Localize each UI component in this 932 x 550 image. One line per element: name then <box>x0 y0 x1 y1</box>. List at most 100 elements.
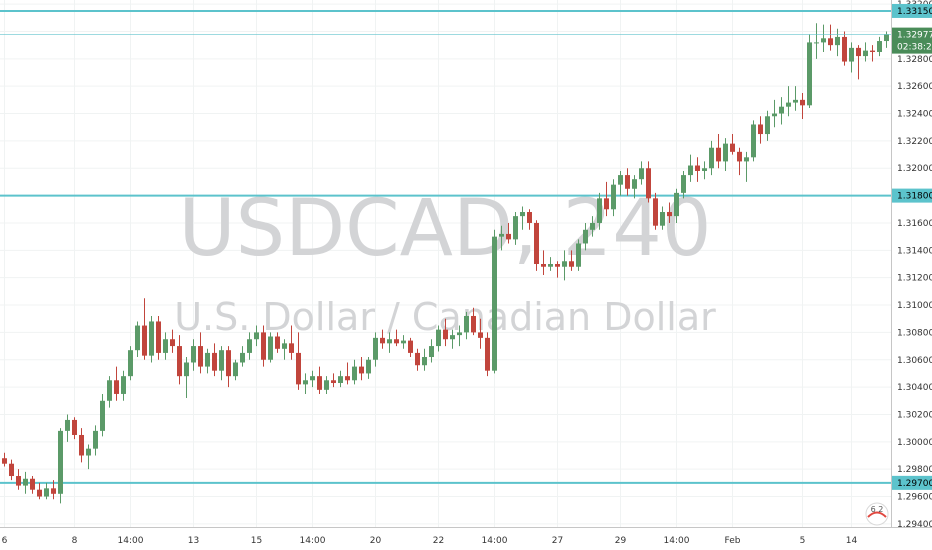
candle-body <box>387 339 392 344</box>
price-tick-label: 1.29800 <box>897 465 932 475</box>
candle-body <box>870 50 875 52</box>
candle-body <box>177 346 182 377</box>
candle-body <box>142 325 147 356</box>
candle-body <box>240 352 245 363</box>
candle-body <box>485 337 490 371</box>
candle-body <box>401 340 406 344</box>
candle-body <box>639 168 644 180</box>
candle-body <box>16 476 21 486</box>
candle-body <box>800 99 805 106</box>
candle-body <box>786 102 791 107</box>
last-price-tag-label: 1.32977 <box>897 31 932 41</box>
time-axis[interactable]: 6 8 14:00 13 15 14:00 20 22 14:00 27 29 14:00 Feb 5 14 <box>2 536 858 546</box>
candle-body <box>303 380 308 385</box>
candle-body <box>730 143 735 152</box>
level-price-tag-label: 1.31800 <box>897 192 932 202</box>
candle-body <box>345 376 350 381</box>
candle-body <box>590 222 595 230</box>
candle-body <box>149 321 154 356</box>
candle-body <box>100 400 105 431</box>
horizontal-levels[interactable] <box>0 9 891 484</box>
price-tick-label: 1.32200 <box>897 137 932 147</box>
candle-body <box>716 147 721 162</box>
candle-body <box>660 212 665 226</box>
candle-body <box>86 448 91 456</box>
price-tick-label: 1.31000 <box>897 301 932 311</box>
candle-body <box>478 332 483 338</box>
candle-body <box>807 42 812 106</box>
candle-body <box>884 34 889 42</box>
candle-body <box>51 488 56 494</box>
candle-body <box>779 106 784 114</box>
candle-body <box>583 229 588 244</box>
candle-body <box>842 36 847 62</box>
candle-body <box>758 124 763 135</box>
candle-body <box>835 36 840 46</box>
candle-body <box>611 184 616 210</box>
candle-body <box>422 357 427 366</box>
candle-body <box>632 179 637 189</box>
candle-body <box>513 216 518 240</box>
time-tick-label: 14:00 <box>300 536 326 546</box>
candle-body <box>765 116 770 135</box>
candle-body <box>744 157 749 162</box>
candle-body <box>492 236 497 371</box>
candle-body <box>198 346 203 367</box>
candle-body <box>457 332 462 336</box>
candle-body <box>282 343 287 349</box>
level-price-tag-label: 1.29700 <box>897 479 932 489</box>
candle-body <box>9 463 14 477</box>
time-tick-label: 6 <box>2 536 8 546</box>
candle-body <box>226 350 231 377</box>
candle-body <box>814 42 819 44</box>
candle-body <box>184 362 189 377</box>
candle-body <box>793 99 798 103</box>
candle-body <box>219 350 224 371</box>
candle-body <box>534 222 539 264</box>
candle-body <box>772 113 777 117</box>
candle-body <box>737 151 742 162</box>
candlestick-series <box>2 23 889 504</box>
candle-body <box>646 168 651 199</box>
candle-body <box>366 359 371 374</box>
price-tick-label: 1.30200 <box>897 410 932 420</box>
candle-body <box>156 321 161 353</box>
candle-body <box>296 352 301 385</box>
candle-body <box>555 264 560 267</box>
candle-body <box>695 165 700 171</box>
last-price-tag <box>892 27 932 54</box>
candle-body <box>275 336 280 349</box>
candle-body <box>44 488 49 497</box>
candle-body <box>128 350 133 377</box>
price-tick-label: 1.31600 <box>897 219 932 229</box>
candle-body <box>856 47 861 57</box>
candle-body <box>597 198 602 223</box>
tradingview-logo-icon[interactable]: 6 2 <box>865 502 889 526</box>
price-tick-label: 1.30800 <box>897 328 932 338</box>
candle-body <box>408 340 413 353</box>
candle-body <box>191 346 196 363</box>
time-tick-label: 14:00 <box>664 536 690 546</box>
time-tick-label: 22 <box>433 536 444 546</box>
axis-label-mask <box>892 52 932 63</box>
candle-body <box>338 376 343 384</box>
time-tick-label: 15 <box>251 536 262 546</box>
price-tick-label: 1.30600 <box>897 356 932 366</box>
price-axis-tags: 1.33150 1.31800 1.29700 1.32800 1.32977 02:38… <box>892 3 932 490</box>
time-tick-label: 27 <box>552 536 563 546</box>
candle-body <box>604 198 609 210</box>
candle-body <box>58 430 63 494</box>
candle-body <box>65 419 70 431</box>
partial-price-label: 1.32800 <box>897 55 932 65</box>
candle-body <box>709 147 714 169</box>
price-tick-label: 1.29600 <box>897 493 932 503</box>
candle-body <box>268 336 273 360</box>
time-tick-label: 14:00 <box>118 536 144 546</box>
candle-body <box>667 212 672 217</box>
level-price-tag <box>892 188 932 203</box>
candle-body <box>380 337 385 344</box>
candle-body <box>821 38 826 43</box>
candle-body <box>121 376 126 394</box>
candle-body <box>2 458 7 464</box>
